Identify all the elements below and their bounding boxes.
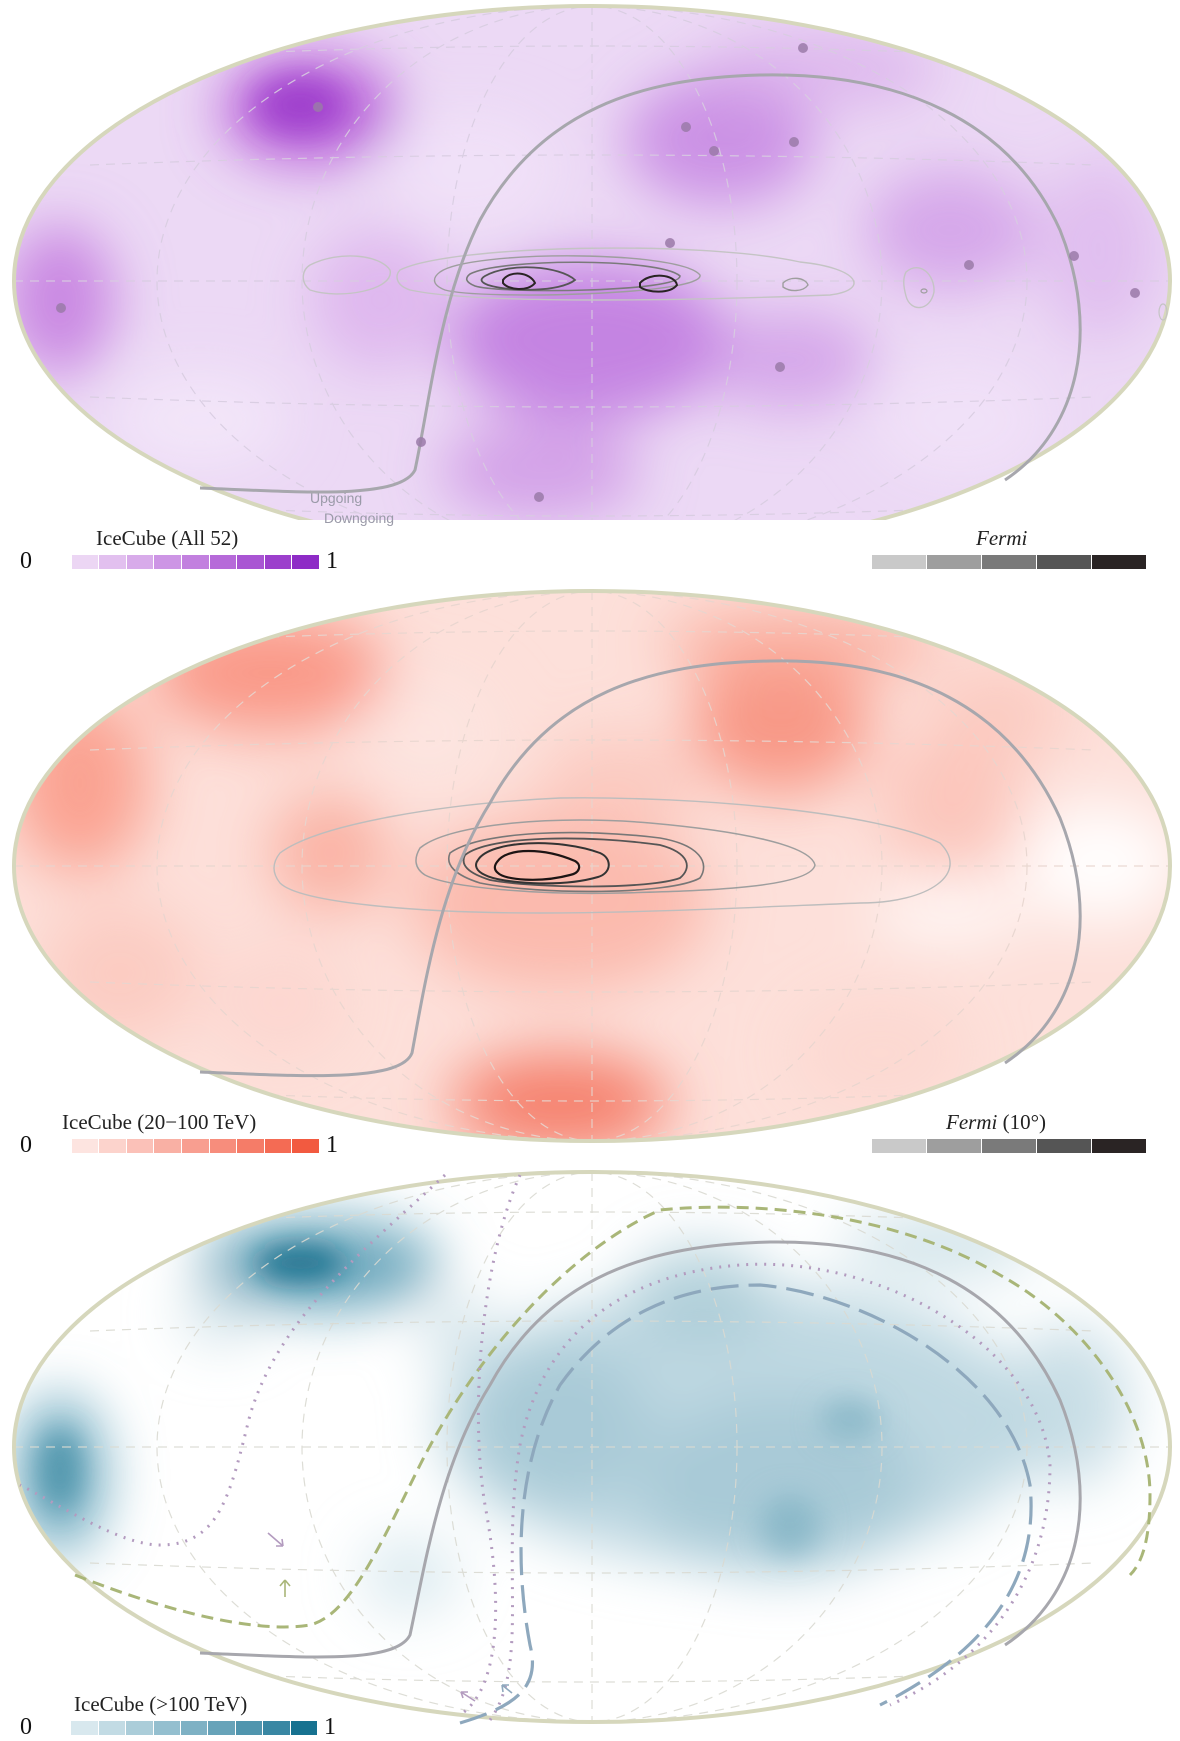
purple-dotted-line (488, 1262, 1052, 1721)
fermi-colorbar-step (1037, 1139, 1092, 1153)
colorbar (44, 555, 320, 569)
downgoing-label: Downgoing (324, 510, 395, 526)
fermi-colorbar-step (1092, 1139, 1147, 1153)
colorbar-step (235, 1721, 264, 1735)
fermi-colorbar-step (927, 1139, 982, 1153)
fermi-contours (302, 247, 1168, 321)
colorbar-title: IceCube (20−100 TeV) (62, 1110, 257, 1134)
colorbar-step (264, 1139, 293, 1153)
panel-over-100-tev: IceCube (>100 TeV) 0 1 (0, 1165, 1180, 1741)
fermi-colorbar-step (1092, 555, 1147, 569)
olive-dashed-line (74, 1205, 1152, 1629)
colorbar-title: IceCube (>100 TeV) (74, 1692, 248, 1716)
colorbar-step (71, 555, 100, 569)
colorbar-step (263, 1721, 291, 1735)
fermi-colorbar-step (1037, 555, 1092, 569)
upgoing-label: Upgoing (310, 490, 363, 506)
colorbar-step (208, 1721, 236, 1735)
fermi-colorbar (872, 555, 1147, 569)
colorbar-step (181, 1721, 209, 1735)
colorbar-step (154, 1139, 182, 1153)
colorbar-step (264, 555, 293, 569)
colorbar-step (126, 1139, 155, 1153)
blue-dashed-line (459, 1283, 1033, 1725)
panel-20-100-tev: IceCube (20−100 TeV) 0 1 Fermi (10°) (0, 583, 1180, 1158)
colorbar (44, 1721, 319, 1735)
fermi-colorbar-step (872, 555, 927, 569)
colorbar-min: 0 (20, 548, 32, 574)
fermi-title-suffix: (10°) (997, 1110, 1046, 1134)
colorbar-step (99, 555, 127, 569)
colorbar-step (237, 1139, 265, 1153)
colorbar-step (237, 555, 265, 569)
colorbar-step (44, 555, 72, 569)
colorbar-step (99, 1139, 127, 1153)
colorbar-step (209, 1139, 238, 1153)
fermi-colorbar (872, 1139, 1147, 1153)
fermi-colorbar-step (872, 1139, 927, 1153)
fermi-title: Fermi (10°) (946, 1110, 1046, 1135)
colorbar-step (292, 555, 320, 569)
colorbar-step (71, 1721, 99, 1735)
direction-arrows (267, 1532, 513, 1702)
skymap-20-100-tev (12, 589, 1172, 1143)
colorbar-step (181, 1139, 210, 1153)
colorbar-step (126, 1721, 154, 1735)
fermi-colorbar-step (927, 555, 982, 569)
colorbar-step (126, 555, 155, 569)
panel-all-52: Upgoing Downgoing IceCube (All 52) 0 1 F… (0, 0, 1180, 574)
colorbar-max: 1 (326, 548, 338, 574)
horizon-line (199, 73, 1082, 494)
skymap-over-100-tev (12, 1170, 1172, 1725)
colorbar-step (181, 555, 210, 569)
colorbar-step (153, 1721, 182, 1735)
colorbar-min: 0 (20, 1714, 32, 1740)
graticule (14, 591, 1170, 1141)
colorbar-step (71, 1139, 100, 1153)
skymap-all-52 (12, 4, 1172, 520)
colorbar-step (98, 1721, 127, 1735)
fermi-title-text: Fermi (946, 1110, 998, 1134)
colorbar-step (44, 1139, 72, 1153)
colorbar-step (154, 555, 182, 569)
fermi-colorbar-step (982, 555, 1037, 569)
fermi-colorbar-step (982, 1139, 1037, 1153)
graticule (14, 1172, 1170, 1722)
colorbar-step (44, 1721, 72, 1735)
fermi-title-text: Fermi (976, 526, 1028, 550)
graticule (14, 6, 1170, 520)
map-border (12, 4, 1172, 520)
colorbar-min: 0 (20, 1132, 32, 1158)
colorbar (44, 1139, 320, 1153)
map-border (12, 1170, 1172, 1724)
event-markers (56, 43, 1140, 502)
colorbar-title: IceCube (All 52) (96, 526, 239, 550)
colorbar-max: 1 (324, 1714, 336, 1740)
colorbar-step (292, 1139, 320, 1153)
horizon-line (199, 659, 1082, 1078)
colorbar-step (209, 555, 238, 569)
colorbar-step (290, 1721, 319, 1735)
colorbar-max: 1 (326, 1132, 338, 1158)
fermi-contours (273, 797, 951, 914)
fermi-title: Fermi (976, 526, 1027, 551)
horizon-line (199, 1240, 1082, 1659)
map-border (12, 589, 1172, 1143)
